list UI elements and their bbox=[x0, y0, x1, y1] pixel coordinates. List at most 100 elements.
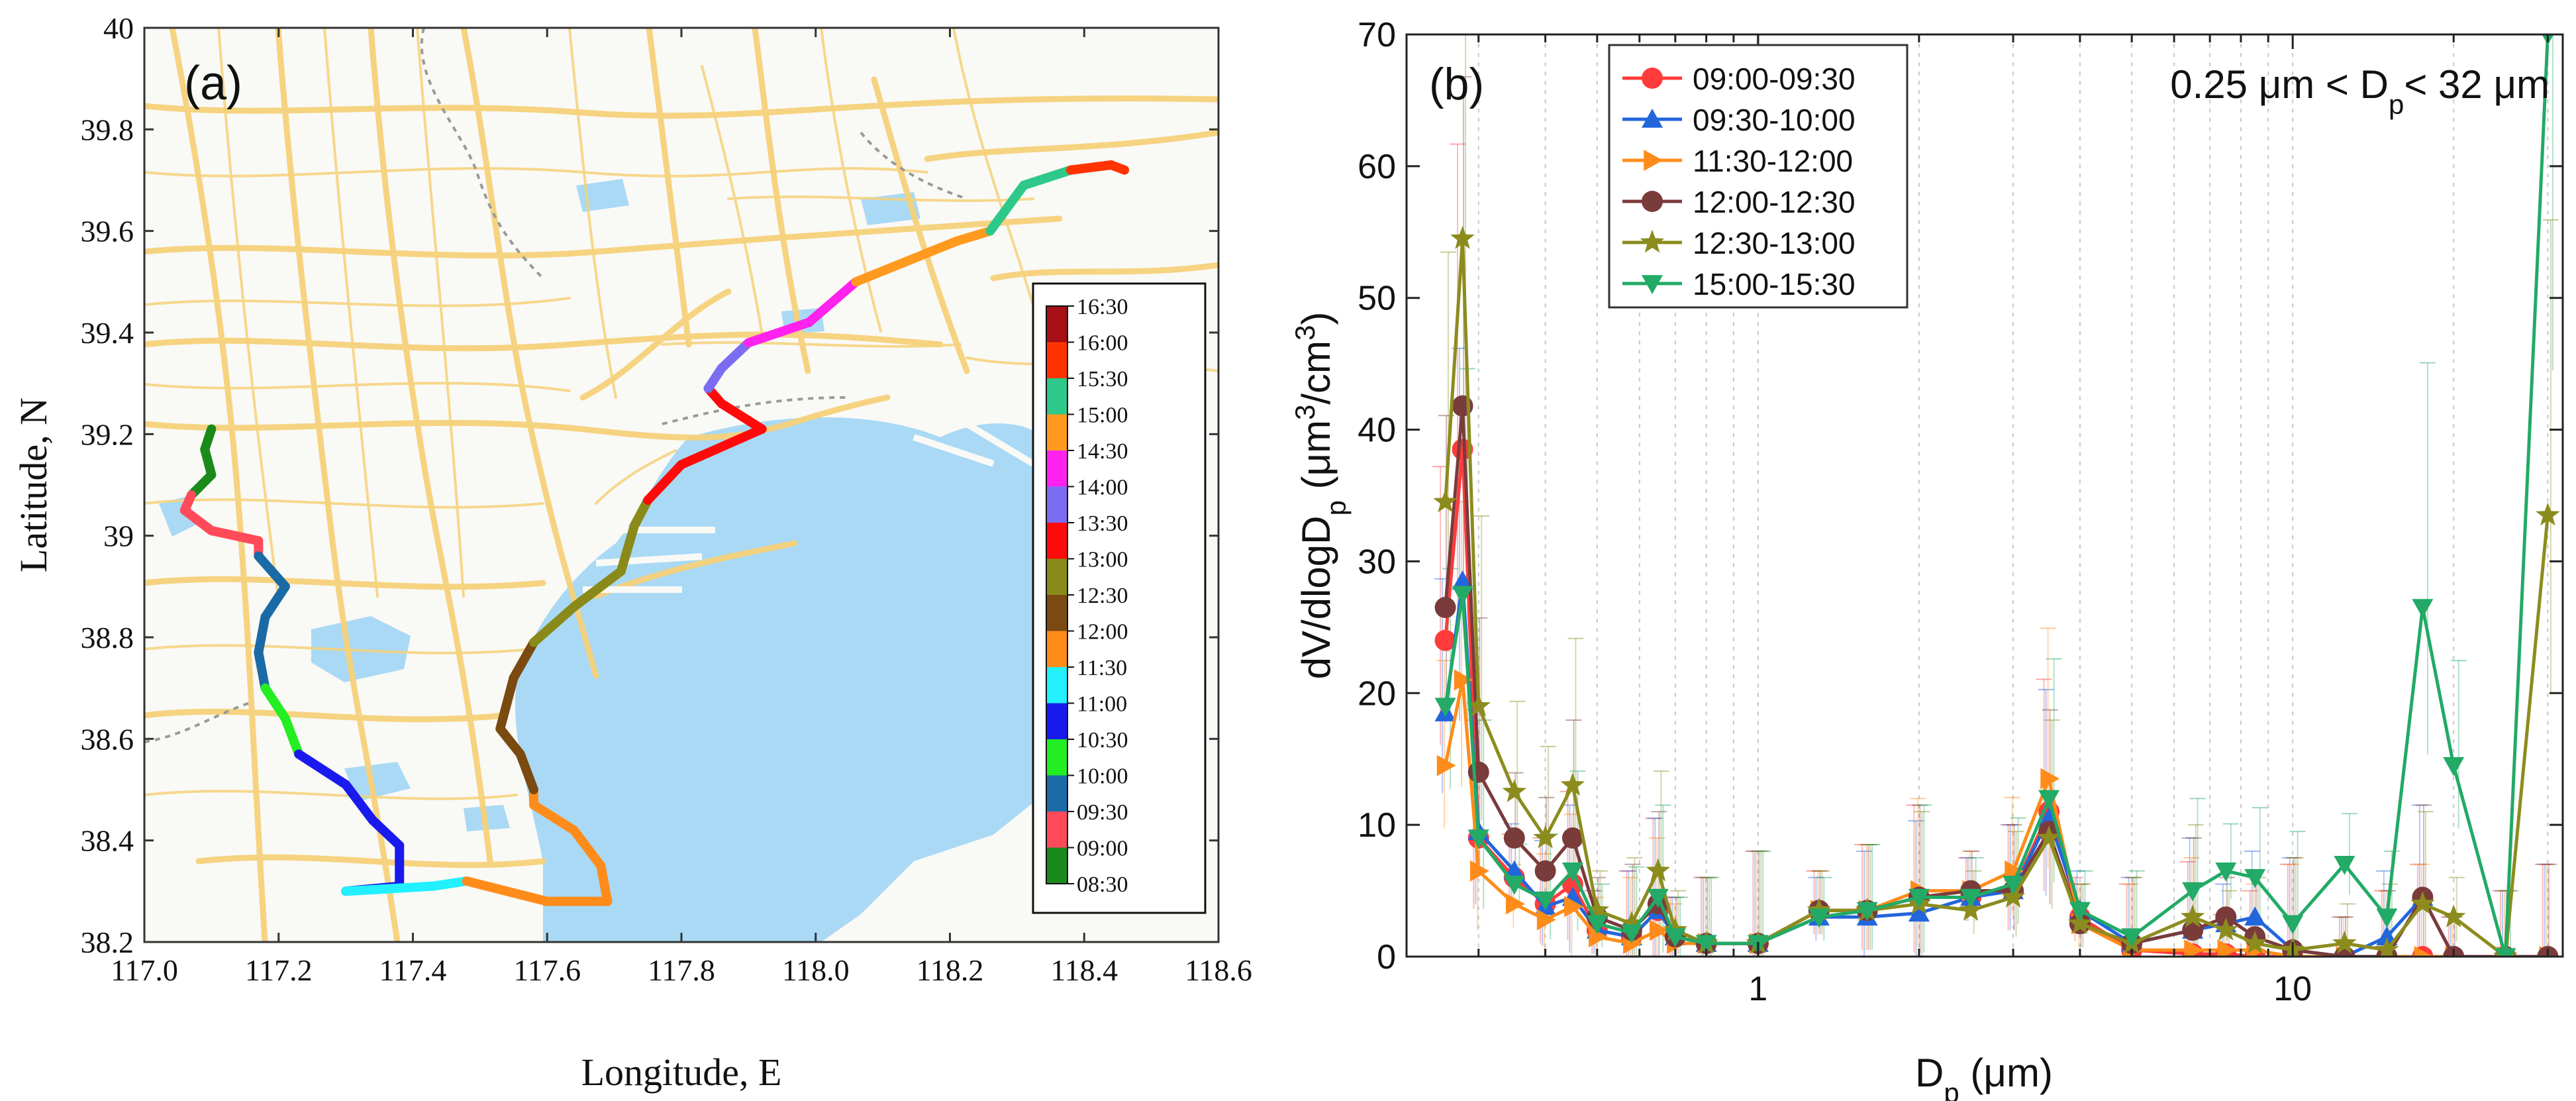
data-point bbox=[1534, 891, 1556, 911]
colorbar-label: 12:00 bbox=[1077, 620, 1128, 645]
colorbar-segment bbox=[1046, 378, 1067, 415]
plot-area-b bbox=[1407, 34, 2563, 957]
track-segment bbox=[804, 277, 861, 327]
colorbar-label: 10:30 bbox=[1077, 728, 1128, 753]
colorbar-segment bbox=[1046, 595, 1067, 631]
data-point bbox=[2215, 862, 2237, 882]
x-tick-label: 117.6 bbox=[513, 953, 581, 987]
track-segment bbox=[428, 876, 471, 891]
track-segment bbox=[1065, 160, 1116, 175]
track-segment bbox=[717, 399, 767, 434]
colorbar-label: 08:30 bbox=[1077, 872, 1128, 897]
data-point bbox=[1589, 926, 1608, 948]
track-segment bbox=[569, 825, 606, 870]
track-segment bbox=[179, 505, 217, 535]
bay-water bbox=[515, 417, 1060, 942]
colorbar-label: 13:30 bbox=[1077, 511, 1128, 536]
map-x-axis-label: Longitude, E bbox=[581, 1051, 782, 1094]
data-point bbox=[2182, 882, 2204, 902]
data-point bbox=[1619, 911, 1644, 934]
data-point bbox=[2244, 868, 2266, 888]
data-point bbox=[1620, 924, 1642, 944]
colorbar-segment bbox=[1046, 847, 1067, 884]
track-segment bbox=[569, 566, 626, 611]
colorbar-label: 14:00 bbox=[1077, 476, 1128, 500]
data-point bbox=[1908, 902, 1930, 922]
track-segment bbox=[643, 460, 686, 505]
series-line bbox=[1444, 34, 2550, 957]
data-point bbox=[2536, 502, 2560, 526]
colorbar-label: 11:00 bbox=[1077, 692, 1127, 717]
data-point bbox=[2215, 906, 2237, 928]
x-tick-label: 118.4 bbox=[1050, 953, 1118, 987]
y-tick-label: 0 bbox=[1377, 938, 1396, 976]
panel-b-label: (b) bbox=[1429, 59, 1484, 109]
road-network bbox=[144, 28, 1218, 942]
data-point bbox=[2376, 908, 2398, 928]
y-tick-label: 38.6 bbox=[81, 722, 134, 756]
legend-label: 12:30-13:00 bbox=[1693, 226, 1856, 260]
time-colorbar: 16:30 16:00 15:30 15:00 14:30 14:00 13:30 13:00… bbox=[1046, 295, 1128, 897]
colorbar-segment bbox=[1046, 342, 1067, 378]
data-point bbox=[1585, 898, 1610, 921]
colorbar-label: 13:00 bbox=[1077, 548, 1128, 572]
track-segment bbox=[495, 673, 519, 733]
data-point bbox=[2495, 948, 2516, 957]
colorbar-segment bbox=[1046, 450, 1067, 487]
series bbox=[1433, 226, 2560, 957]
data-point bbox=[2442, 904, 2466, 927]
panel-a-label: (a) bbox=[184, 57, 242, 110]
data-point bbox=[1644, 150, 1663, 171]
data-point bbox=[2244, 906, 2266, 926]
data-point bbox=[2040, 768, 2060, 790]
map-y-axis-label: Latitude, N bbox=[12, 397, 55, 572]
track-segment bbox=[744, 317, 814, 348]
colorbar-label: 09:30 bbox=[1077, 800, 1128, 825]
y-tick-label: 38.8 bbox=[81, 621, 134, 655]
data-point bbox=[1533, 825, 1558, 849]
ship-track bbox=[179, 160, 1130, 906]
colorbar-label: 16:00 bbox=[1077, 331, 1128, 356]
track-segment bbox=[1106, 160, 1130, 175]
data-point bbox=[1960, 888, 1982, 908]
track-segment bbox=[186, 470, 217, 500]
track-segment bbox=[280, 713, 304, 759]
data-point bbox=[2443, 757, 2465, 776]
legend-label: 12:00-12:30 bbox=[1693, 185, 1856, 219]
colorbar-segment bbox=[1046, 558, 1067, 595]
colorbar-label: 10:00 bbox=[1077, 764, 1128, 789]
y-axis-label: dV/dlogDp (μm3/cm3) bbox=[1289, 312, 1352, 680]
data-point bbox=[1434, 597, 1456, 619]
data-point bbox=[1642, 109, 1663, 128]
colorbar-segment bbox=[1046, 631, 1067, 667]
data-point bbox=[2182, 919, 2204, 941]
data-point bbox=[2184, 939, 2204, 957]
y-tick-label: 40 bbox=[1358, 411, 1396, 450]
track-segment bbox=[616, 521, 640, 576]
data-point bbox=[1695, 935, 1717, 955]
x-tick-label: 10 bbox=[2273, 970, 2312, 1008]
lake bbox=[311, 616, 411, 682]
data-point bbox=[2282, 915, 2304, 935]
track-segment bbox=[254, 551, 290, 592]
y-tick-label: 60 bbox=[1358, 148, 1396, 186]
data-point bbox=[1502, 779, 1527, 802]
size-range-annotation: 0.25 μm < Dp< 32 μm bbox=[2170, 62, 2550, 120]
data-point bbox=[1433, 489, 1458, 513]
colorbar-label: 11:30 bbox=[1077, 656, 1127, 680]
colorbar-segment bbox=[1046, 667, 1067, 704]
data-point bbox=[2375, 937, 2399, 957]
track-segment bbox=[717, 338, 754, 373]
data-point bbox=[2003, 875, 2024, 895]
data-point bbox=[2332, 930, 2357, 954]
track-segment bbox=[368, 815, 405, 851]
y-tick-label: 39.6 bbox=[81, 215, 134, 248]
time-legend: 16:30 16:00 15:30 15:00 14:30 14:00 13:30 13:00… bbox=[1032, 282, 1207, 914]
x-tick-label: 118.6 bbox=[1185, 953, 1252, 987]
data-point bbox=[1664, 928, 1686, 948]
data-point bbox=[1467, 761, 1489, 783]
colorbar-segment bbox=[1046, 486, 1067, 523]
track-segment bbox=[596, 861, 613, 906]
data-point bbox=[2038, 790, 2060, 810]
track-segment bbox=[260, 683, 290, 723]
